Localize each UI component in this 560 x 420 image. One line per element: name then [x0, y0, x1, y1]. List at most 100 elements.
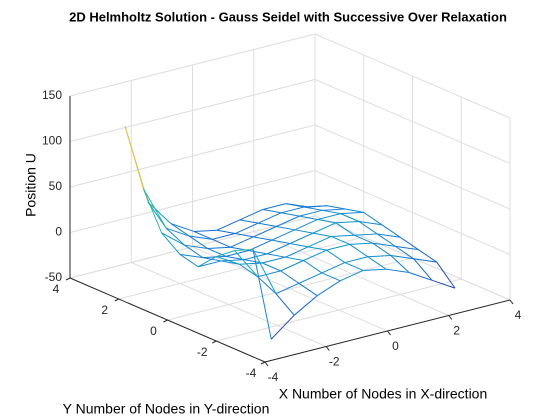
mesh-line — [207, 246, 231, 249]
z-tick-label: 50 — [49, 179, 63, 193]
y-tick-label: 4 — [53, 282, 60, 296]
y-tick-label: 0 — [150, 324, 157, 338]
mesh-line — [322, 209, 341, 215]
mesh-line — [257, 270, 281, 278]
axis-line — [69, 277, 266, 363]
mesh-line — [344, 262, 364, 271]
mesh-line — [340, 211, 364, 215]
mesh-line — [390, 255, 414, 260]
y-tick-label: -2 — [197, 345, 208, 359]
mesh-line — [321, 272, 341, 282]
mesh-line — [280, 206, 305, 214]
mesh-line — [262, 256, 286, 264]
x-tick — [325, 346, 330, 351]
mesh-line — [349, 243, 369, 258]
mesh-line — [225, 255, 245, 261]
mesh-line — [239, 262, 263, 265]
mesh-line — [234, 248, 254, 252]
mesh-line — [207, 248, 226, 257]
x-tick — [448, 315, 453, 320]
mesh-line — [377, 233, 401, 238]
mesh-line — [436, 261, 456, 289]
mesh-line — [202, 255, 226, 259]
mesh-line — [335, 222, 355, 236]
grid-line — [167, 257, 413, 321]
mesh-line — [262, 262, 281, 272]
mesh-line — [390, 255, 410, 273]
mesh-line — [372, 242, 396, 247]
x-tick-label: 0 — [392, 339, 399, 353]
y-axis-label: Y Number of Nodes in Y-direction — [63, 401, 270, 417]
mesh-line — [230, 236, 254, 248]
x-tick-label: -4 — [268, 370, 279, 384]
mesh-line — [221, 259, 245, 262]
mesh-line — [275, 293, 295, 316]
x-tick — [387, 330, 391, 336]
mesh-line — [248, 250, 268, 255]
mesh-line — [239, 263, 258, 278]
mesh-line — [294, 229, 314, 234]
mesh-line — [280, 260, 304, 272]
mesh-line — [235, 233, 254, 238]
mesh-line — [289, 232, 314, 244]
mesh-line — [367, 256, 387, 270]
mesh-line — [271, 239, 291, 244]
mesh-line — [285, 246, 309, 258]
mesh-line — [363, 211, 383, 226]
mesh-line — [212, 233, 236, 240]
mesh-line — [322, 208, 346, 211]
mesh-line — [161, 232, 185, 246]
mesh-line — [216, 255, 240, 265]
mesh-line — [413, 258, 437, 263]
mesh-line — [289, 243, 309, 248]
mesh-line — [147, 201, 172, 224]
mesh-line — [386, 268, 410, 273]
mesh-line — [170, 223, 190, 237]
mesh-line — [234, 222, 259, 234]
x-tick-label: 4 — [515, 308, 522, 322]
mesh-line — [165, 227, 185, 246]
grid-line — [216, 278, 462, 342]
mesh-line — [367, 255, 391, 258]
mesh-line — [184, 244, 208, 249]
mesh-line — [211, 238, 231, 248]
axis-line — [264, 299, 511, 363]
mesh-line — [170, 223, 195, 232]
mesh-line — [308, 246, 327, 251]
mesh-line — [340, 213, 360, 222]
mesh-line — [294, 218, 318, 231]
mesh-line — [266, 243, 291, 255]
mesh-line — [258, 222, 277, 227]
y-tick — [212, 340, 217, 344]
y-tick — [163, 319, 168, 323]
mesh-line — [253, 236, 272, 241]
grid-line — [118, 236, 364, 300]
x-axis-label: X Number of Nodes in X-direction — [279, 386, 488, 402]
mesh-line — [216, 219, 241, 231]
mesh-line — [197, 255, 217, 268]
mesh-line — [276, 225, 295, 231]
mesh-line — [312, 222, 337, 234]
mesh-line — [285, 203, 305, 208]
mesh-line — [372, 242, 392, 256]
z-tick-label: -50 — [45, 270, 63, 284]
mesh-line — [262, 208, 282, 214]
mesh-line — [358, 221, 378, 235]
mesh-line — [248, 239, 272, 251]
x-tick — [509, 299, 514, 305]
mesh-line — [270, 314, 295, 340]
mesh-line — [344, 256, 368, 264]
mesh-line — [303, 206, 323, 211]
mesh-line — [299, 215, 318, 220]
mesh-line — [363, 268, 387, 271]
mesh-line — [317, 213, 341, 220]
mesh-line — [216, 250, 235, 257]
mesh-line — [395, 245, 419, 251]
mesh-line — [189, 235, 213, 240]
mesh-line — [326, 249, 346, 263]
mesh-line — [252, 249, 277, 294]
mesh-line — [253, 226, 277, 238]
x-tick — [264, 361, 269, 367]
